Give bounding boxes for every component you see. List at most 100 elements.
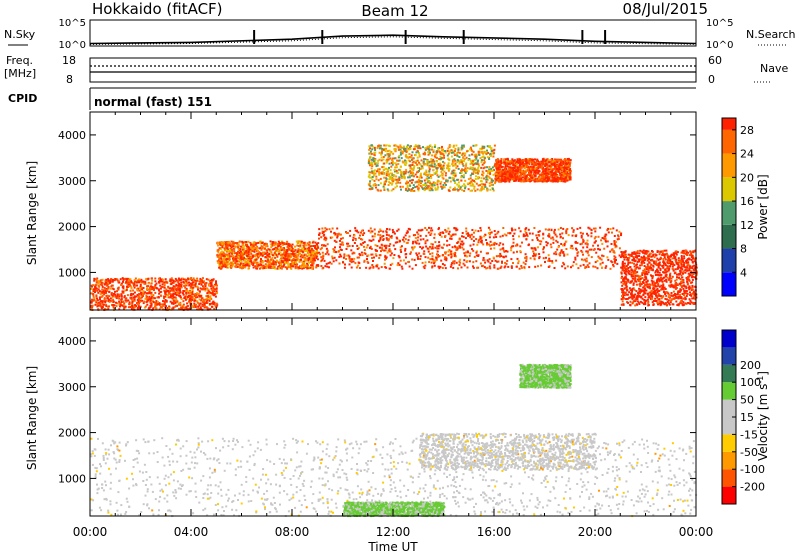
power-cell <box>253 260 256 263</box>
power-cell <box>383 144 386 147</box>
power-cell <box>241 255 243 258</box>
power-cell <box>458 238 461 241</box>
power-cell <box>172 281 175 284</box>
power-cell <box>447 169 450 172</box>
power-cell <box>257 241 260 244</box>
power-cell <box>204 282 207 285</box>
power-cell <box>535 177 538 180</box>
power-cell <box>166 290 169 293</box>
power-cell <box>580 236 583 239</box>
power-cell <box>379 234 382 237</box>
power-cell <box>183 278 186 281</box>
power-cell <box>609 267 612 270</box>
power-cell <box>292 248 295 251</box>
power-cell <box>613 258 616 261</box>
power-cell <box>423 250 426 253</box>
power-cell <box>229 255 232 258</box>
power-cell <box>112 304 115 306</box>
power-cell <box>281 259 284 262</box>
power-cell <box>156 301 159 303</box>
power-cell <box>115 301 117 304</box>
power-cell <box>122 278 125 281</box>
power-cell <box>170 283 173 285</box>
power-cell <box>547 228 550 231</box>
power-cell <box>105 282 108 285</box>
power-cell <box>498 175 501 178</box>
power-cell <box>214 288 217 291</box>
power-cell <box>548 235 551 238</box>
power-cell <box>525 255 528 258</box>
power-cell <box>419 246 422 248</box>
power-cell <box>479 237 482 240</box>
power-cell <box>218 255 221 258</box>
power-cell <box>210 284 213 287</box>
power-cell <box>260 248 263 251</box>
power-cell <box>467 159 470 161</box>
power-cell <box>389 152 392 155</box>
power-cell <box>369 147 372 150</box>
power-cell <box>416 180 419 183</box>
power-cell <box>132 282 135 285</box>
power-cell <box>315 255 318 258</box>
power-cell <box>435 172 438 174</box>
power-cell <box>381 171 384 174</box>
power-cell <box>276 246 279 249</box>
power-cell <box>439 265 442 268</box>
power-cell <box>124 277 127 280</box>
power-cell <box>471 153 473 156</box>
power-cell <box>269 243 272 246</box>
power-cell <box>600 239 603 242</box>
power-cell <box>123 296 126 299</box>
power-cell <box>596 267 599 270</box>
power-cell <box>105 287 108 290</box>
power-cell <box>261 254 264 257</box>
power-cell <box>94 289 97 292</box>
power-cell <box>389 172 392 175</box>
beam-title: Beam 12 <box>361 2 428 20</box>
power-cell <box>537 246 539 249</box>
power-cell <box>265 256 268 259</box>
power-cell <box>609 228 612 230</box>
power-cell <box>489 262 492 265</box>
power-cell <box>394 157 397 160</box>
power-cell <box>408 174 411 177</box>
freq-label-2: [MHz] <box>4 67 36 80</box>
power-cell <box>562 237 564 240</box>
power-cell <box>362 242 365 244</box>
power-cell <box>489 247 492 250</box>
power-cell <box>519 251 522 254</box>
power-cell <box>292 258 295 260</box>
power-cell <box>199 277 202 280</box>
power-cell <box>553 232 556 235</box>
power-cell <box>464 237 467 240</box>
power-cell <box>163 300 166 303</box>
power-cell <box>432 181 435 184</box>
power-cell <box>234 242 237 244</box>
power-cell <box>230 248 233 251</box>
power-cell <box>158 289 160 292</box>
power-cell <box>113 292 115 295</box>
power-cell <box>411 164 414 166</box>
power-cell <box>616 262 619 265</box>
power-cell <box>130 307 133 310</box>
power-cell <box>476 163 479 165</box>
power-cell <box>534 248 537 251</box>
power-cell <box>146 289 149 291</box>
power-cell <box>250 257 253 260</box>
power-cell <box>452 177 455 180</box>
power-cell <box>474 189 477 192</box>
power-cell <box>274 261 277 264</box>
power-cell <box>451 246 454 249</box>
power-cell <box>485 252 488 255</box>
power-cell <box>112 300 115 303</box>
power-cell <box>564 160 567 163</box>
power-cell <box>241 247 244 250</box>
power-cell <box>506 259 509 262</box>
power-cell <box>488 258 491 261</box>
power-cell <box>137 303 140 305</box>
power-cell <box>493 264 496 267</box>
power-cell <box>101 281 104 284</box>
power-cell <box>227 241 230 244</box>
power-cell <box>96 299 99 302</box>
power-cell <box>531 178 533 181</box>
